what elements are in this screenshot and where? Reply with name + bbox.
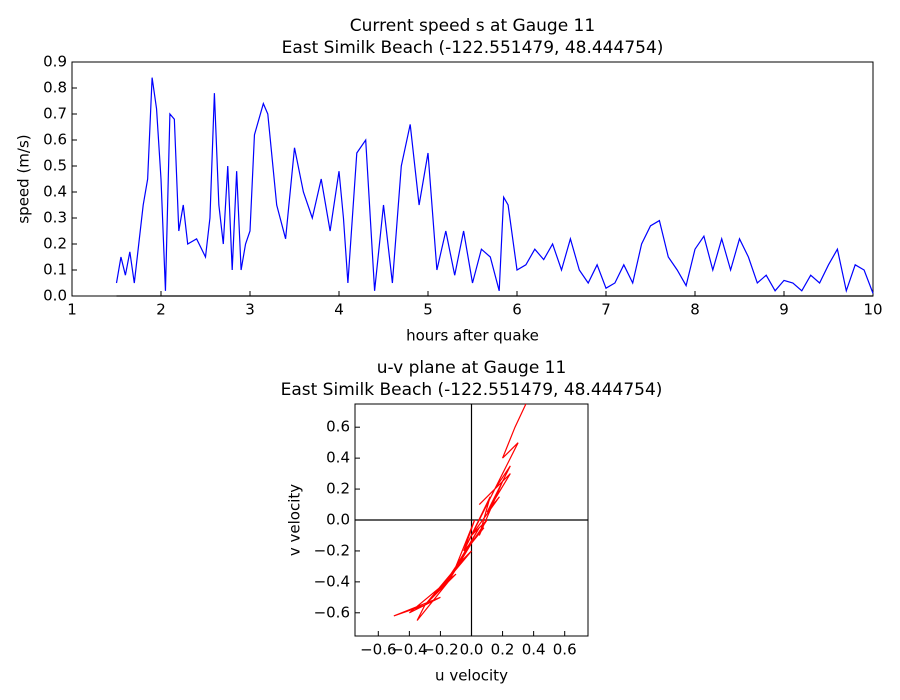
x-tick-label: 5 <box>423 301 433 319</box>
x-tick-label: −0.2 <box>422 641 458 659</box>
x-tick-label: 2 <box>156 301 166 319</box>
y-axis-label: v velocity <box>286 484 304 556</box>
y-tick-label: 0.2 <box>326 480 350 498</box>
y-tick-label: 0.7 <box>43 105 67 123</box>
y-tick-label: 0.2 <box>43 235 67 253</box>
x-tick-label: 4 <box>334 301 344 319</box>
y-tick-label: 0.1 <box>43 261 67 279</box>
x-tick-label: 10 <box>863 301 882 319</box>
x-tick-label: −0.4 <box>391 641 427 659</box>
x-tick-label: 3 <box>245 301 255 319</box>
y-tick-label: 0.0 <box>43 287 67 305</box>
y-tick-label: 0.9 <box>43 53 67 71</box>
x-axis-label: hours after quake <box>406 327 539 345</box>
y-tick-label: −0.2 <box>314 541 350 559</box>
y-tick-label: 0.6 <box>326 418 350 436</box>
x-tick-label: 7 <box>601 301 611 319</box>
y-tick-label: 0.8 <box>43 79 67 97</box>
chart-title: Current speed s at Gauge 11 <box>350 16 595 36</box>
x-tick-label: 1 <box>67 301 77 319</box>
data-line <box>115 77 874 294</box>
x-tick-label: 0.4 <box>522 641 546 659</box>
x-tick-label: 0.2 <box>491 641 515 659</box>
x-tick-label: 9 <box>779 301 789 319</box>
y-tick-label: −0.6 <box>314 603 350 621</box>
chart-title: u-v plane at Gauge 11 <box>377 358 567 378</box>
y-tick-label: −0.4 <box>314 572 350 590</box>
y-tick-label: 0.5 <box>43 157 67 175</box>
x-tick-label: 8 <box>690 301 700 319</box>
y-tick-label: 0.0 <box>326 511 350 529</box>
chart-subtitle: East Similk Beach (-122.551479, 48.44475… <box>281 380 663 400</box>
x-tick-label: 0.6 <box>553 641 577 659</box>
y-axis-label: speed (m/s) <box>15 134 33 223</box>
x-tick-label: −0.6 <box>360 641 396 659</box>
y-tick-label: 0.4 <box>326 449 350 467</box>
plot-area <box>71 61 874 297</box>
x-axis-label: u velocity <box>435 667 508 685</box>
y-tick-label: 0.3 <box>43 209 67 227</box>
x-tick-label: 0.0 <box>460 641 484 659</box>
y-tick-label: 0.6 <box>43 131 67 149</box>
y-tick-label: 0.4 <box>43 183 67 201</box>
x-tick-label: 6 <box>512 301 522 319</box>
chart-subtitle: East Similk Beach (-122.551479, 48.44475… <box>282 38 664 58</box>
data-line <box>393 403 527 621</box>
